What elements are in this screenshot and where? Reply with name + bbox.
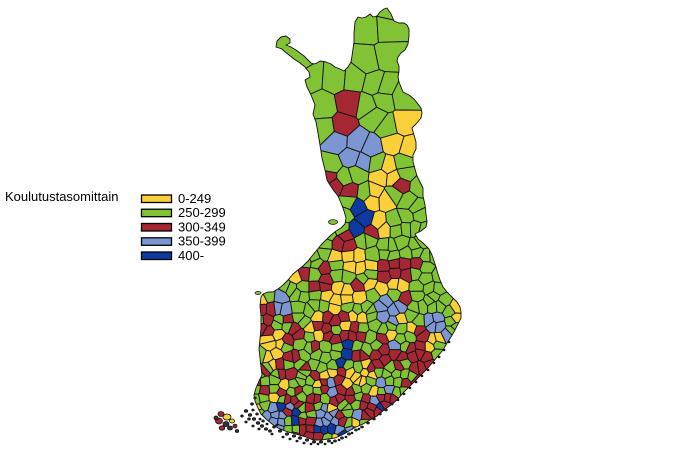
svg-text:300-349: 300-349 [178, 219, 226, 234]
svg-text:400-: 400- [178, 248, 204, 263]
svg-text:250-299: 250-299 [178, 205, 226, 220]
svg-text:0-249: 0-249 [178, 191, 211, 206]
svg-text:350-399: 350-399 [178, 234, 226, 249]
svg-text:Koulutustasomittain: Koulutustasomittain [5, 189, 118, 204]
